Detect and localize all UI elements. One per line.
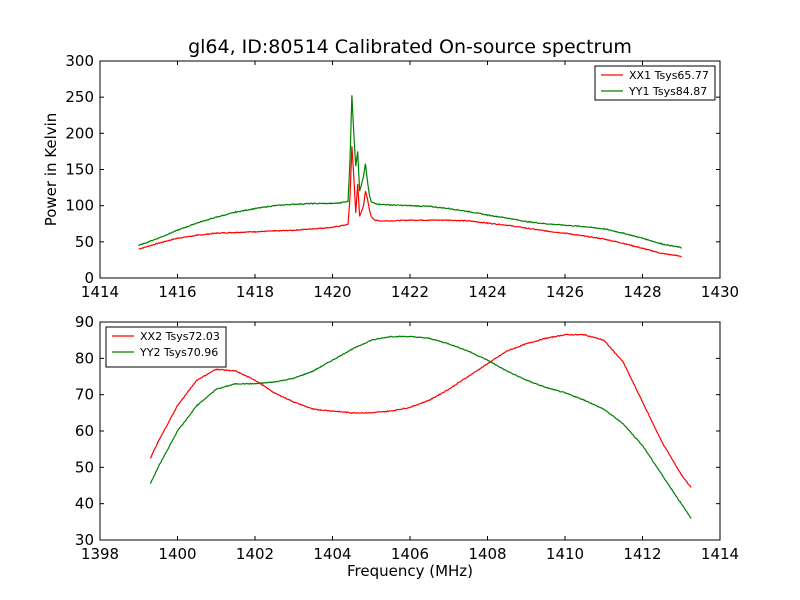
x-tick-label: 1406 [391, 545, 429, 563]
y-tick-label: 100 [65, 197, 94, 215]
x-tick-label: 1430 [701, 283, 739, 301]
x-tick-label: 1412 [623, 545, 661, 563]
legend-box [105, 326, 227, 368]
y-tick-label: 200 [65, 124, 94, 142]
y-axis-label: Power in Kelvin [42, 113, 60, 227]
x-tick-label: 1420 [313, 283, 351, 301]
y-tick-label: 250 [65, 88, 94, 106]
y-tick-label: 0 [84, 269, 94, 287]
x-tick-label: 1414 [81, 283, 119, 301]
x-tick-label: 1410 [546, 545, 584, 563]
y-tick-label: 90 [75, 313, 94, 331]
x-tick-label: 1418 [236, 283, 274, 301]
y-tick-label: 40 [75, 495, 94, 513]
x-tick-label: 1400 [158, 545, 196, 563]
legend: XX1 Tsys65.77 YY1 Tsys84.87 [594, 65, 716, 101]
x-tick-label: 1398 [81, 545, 119, 563]
y-tick-label: 50 [75, 458, 94, 476]
y-tick-label: 60 [75, 422, 94, 440]
y-tick-label: 300 [65, 52, 94, 70]
y-tick-label: 50 [75, 233, 94, 251]
x-tick-label: 1426 [546, 283, 584, 301]
x-tick-label: 1414 [701, 545, 739, 563]
x-tick-label: 1424 [468, 283, 506, 301]
x-tick-label: 1422 [391, 283, 429, 301]
x-tick-label: 1402 [236, 545, 274, 563]
series-line-1 [149, 333, 692, 488]
legend: XX2 Tsys72.03 YY2 Tsys70.96 [105, 326, 227, 368]
legend-label: YY1 Tsys84.87 [628, 85, 707, 98]
legend-label: YY2 Tsys70.96 [139, 346, 218, 359]
x-tick-label: 1428 [623, 283, 661, 301]
series-line-1 [138, 146, 682, 258]
x-tick-label: 1408 [468, 545, 506, 563]
legend-box [594, 65, 716, 101]
y-tick-label: 150 [65, 161, 94, 179]
plot-bottom: 1398 1400 1402 1404 1406 1408 1410 1412 1414 30 40… [75, 313, 739, 580]
series-line-2 [149, 335, 692, 519]
x-tick-label: 1416 [158, 283, 196, 301]
y-tick-label: 80 [75, 349, 94, 367]
series-line-2 [138, 95, 682, 249]
y-tick-label: 30 [75, 531, 94, 549]
chart-title: gl64, ID:80514 Calibrated On-source spec… [188, 36, 632, 58]
x-axis-label: Frequency (MHz) [347, 562, 473, 580]
x-tick-label: 1404 [313, 545, 351, 563]
plot-top: 1414 1416 1418 1420 1422 1424 1426 1428 1430 0 50 1… [42, 52, 739, 301]
legend-label: XX2 Tsys72.03 [140, 330, 220, 343]
legend-label: XX1 Tsys65.77 [629, 69, 709, 82]
y-tick-label: 70 [75, 386, 94, 404]
